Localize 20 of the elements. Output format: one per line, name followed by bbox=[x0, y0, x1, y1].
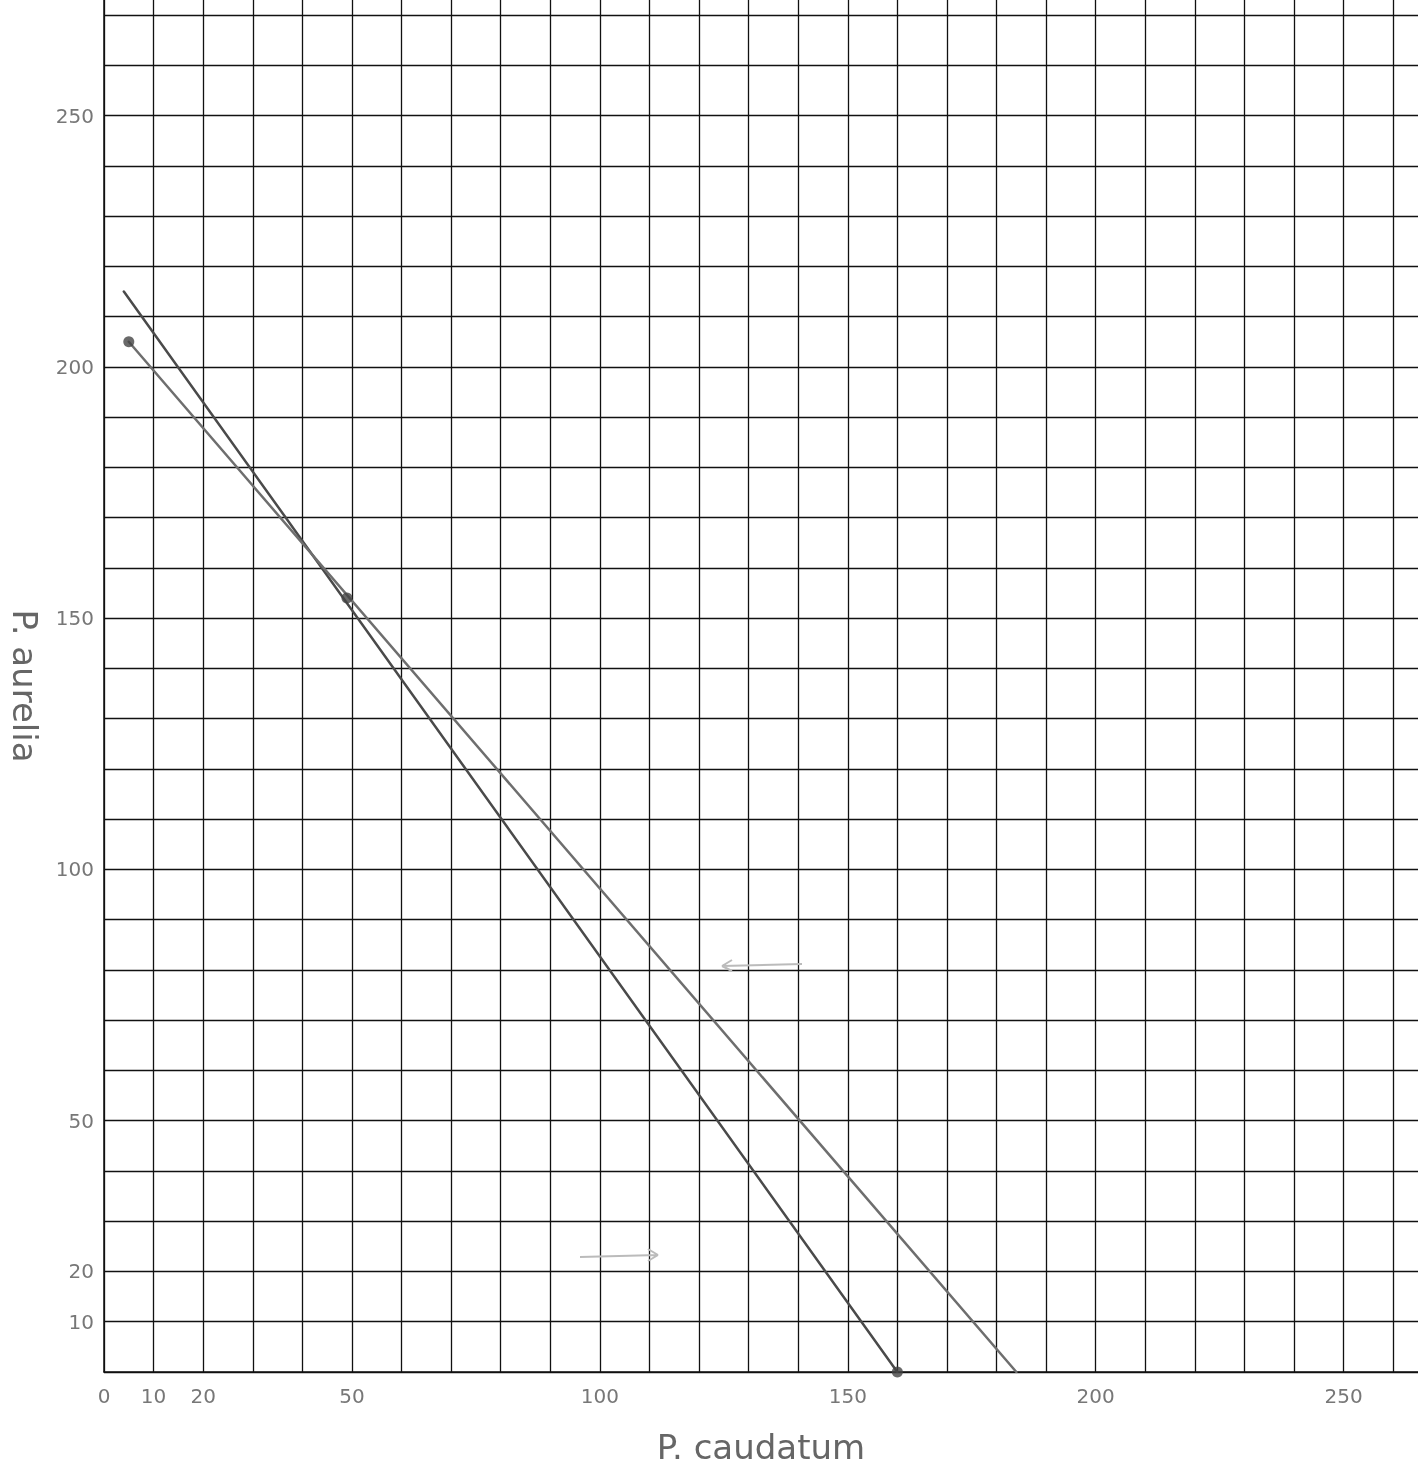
x-tick-label: 20 bbox=[190, 1384, 216, 1408]
y-axis-title: P. aurelia bbox=[5, 609, 45, 763]
y-tick-label: 200 bbox=[55, 354, 94, 379]
point bbox=[123, 336, 135, 348]
y-tick-label: 50 bbox=[68, 1108, 94, 1133]
x-tick-label: 0 bbox=[97, 1384, 111, 1408]
x-tick-label: 150 bbox=[828, 1384, 867, 1408]
x-tick-label: 50 bbox=[339, 1384, 365, 1408]
y-tick-label: 10 bbox=[68, 1309, 94, 1334]
x-tick-label: 200 bbox=[1076, 1384, 1115, 1408]
y-tick-label: 150 bbox=[55, 606, 94, 631]
y-tick-label: 250 bbox=[55, 103, 94, 128]
x-tick-label: 10 bbox=[140, 1384, 167, 1408]
x-tick-label: 250 bbox=[1324, 1384, 1363, 1408]
point bbox=[341, 592, 353, 604]
point bbox=[891, 1366, 903, 1378]
y-tick-label: 100 bbox=[55, 857, 94, 882]
x-tick-label: 100 bbox=[580, 1384, 619, 1408]
x-axis-title: P. caudatum bbox=[656, 1427, 866, 1467]
y-tick-label: 20 bbox=[68, 1259, 94, 1284]
